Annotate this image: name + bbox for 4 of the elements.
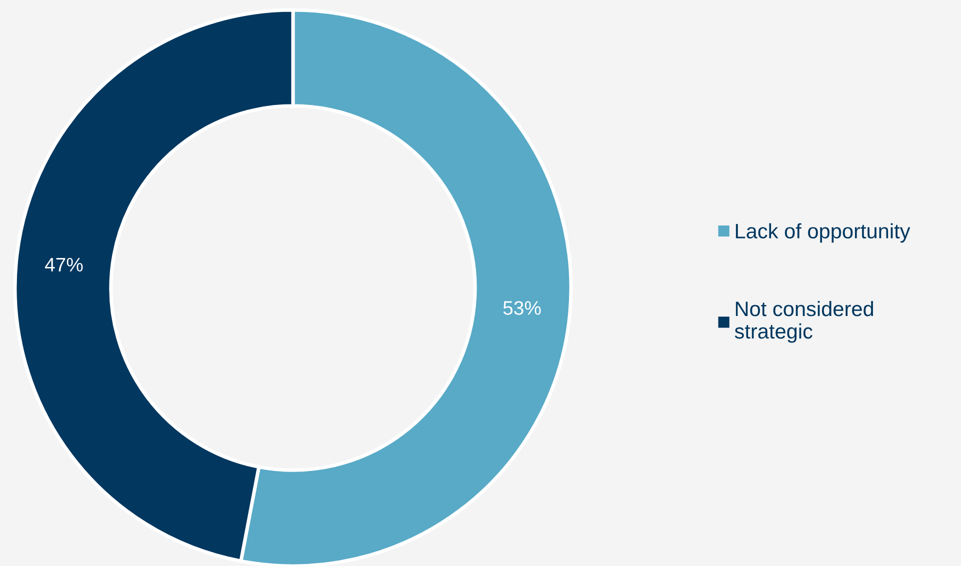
legend-label: Not considered strategic	[734, 300, 874, 343]
data-label: 53%	[503, 301, 541, 315]
data-label: 47%	[44, 258, 83, 272]
legend-label: Lack of opportunity	[736, 223, 910, 243]
